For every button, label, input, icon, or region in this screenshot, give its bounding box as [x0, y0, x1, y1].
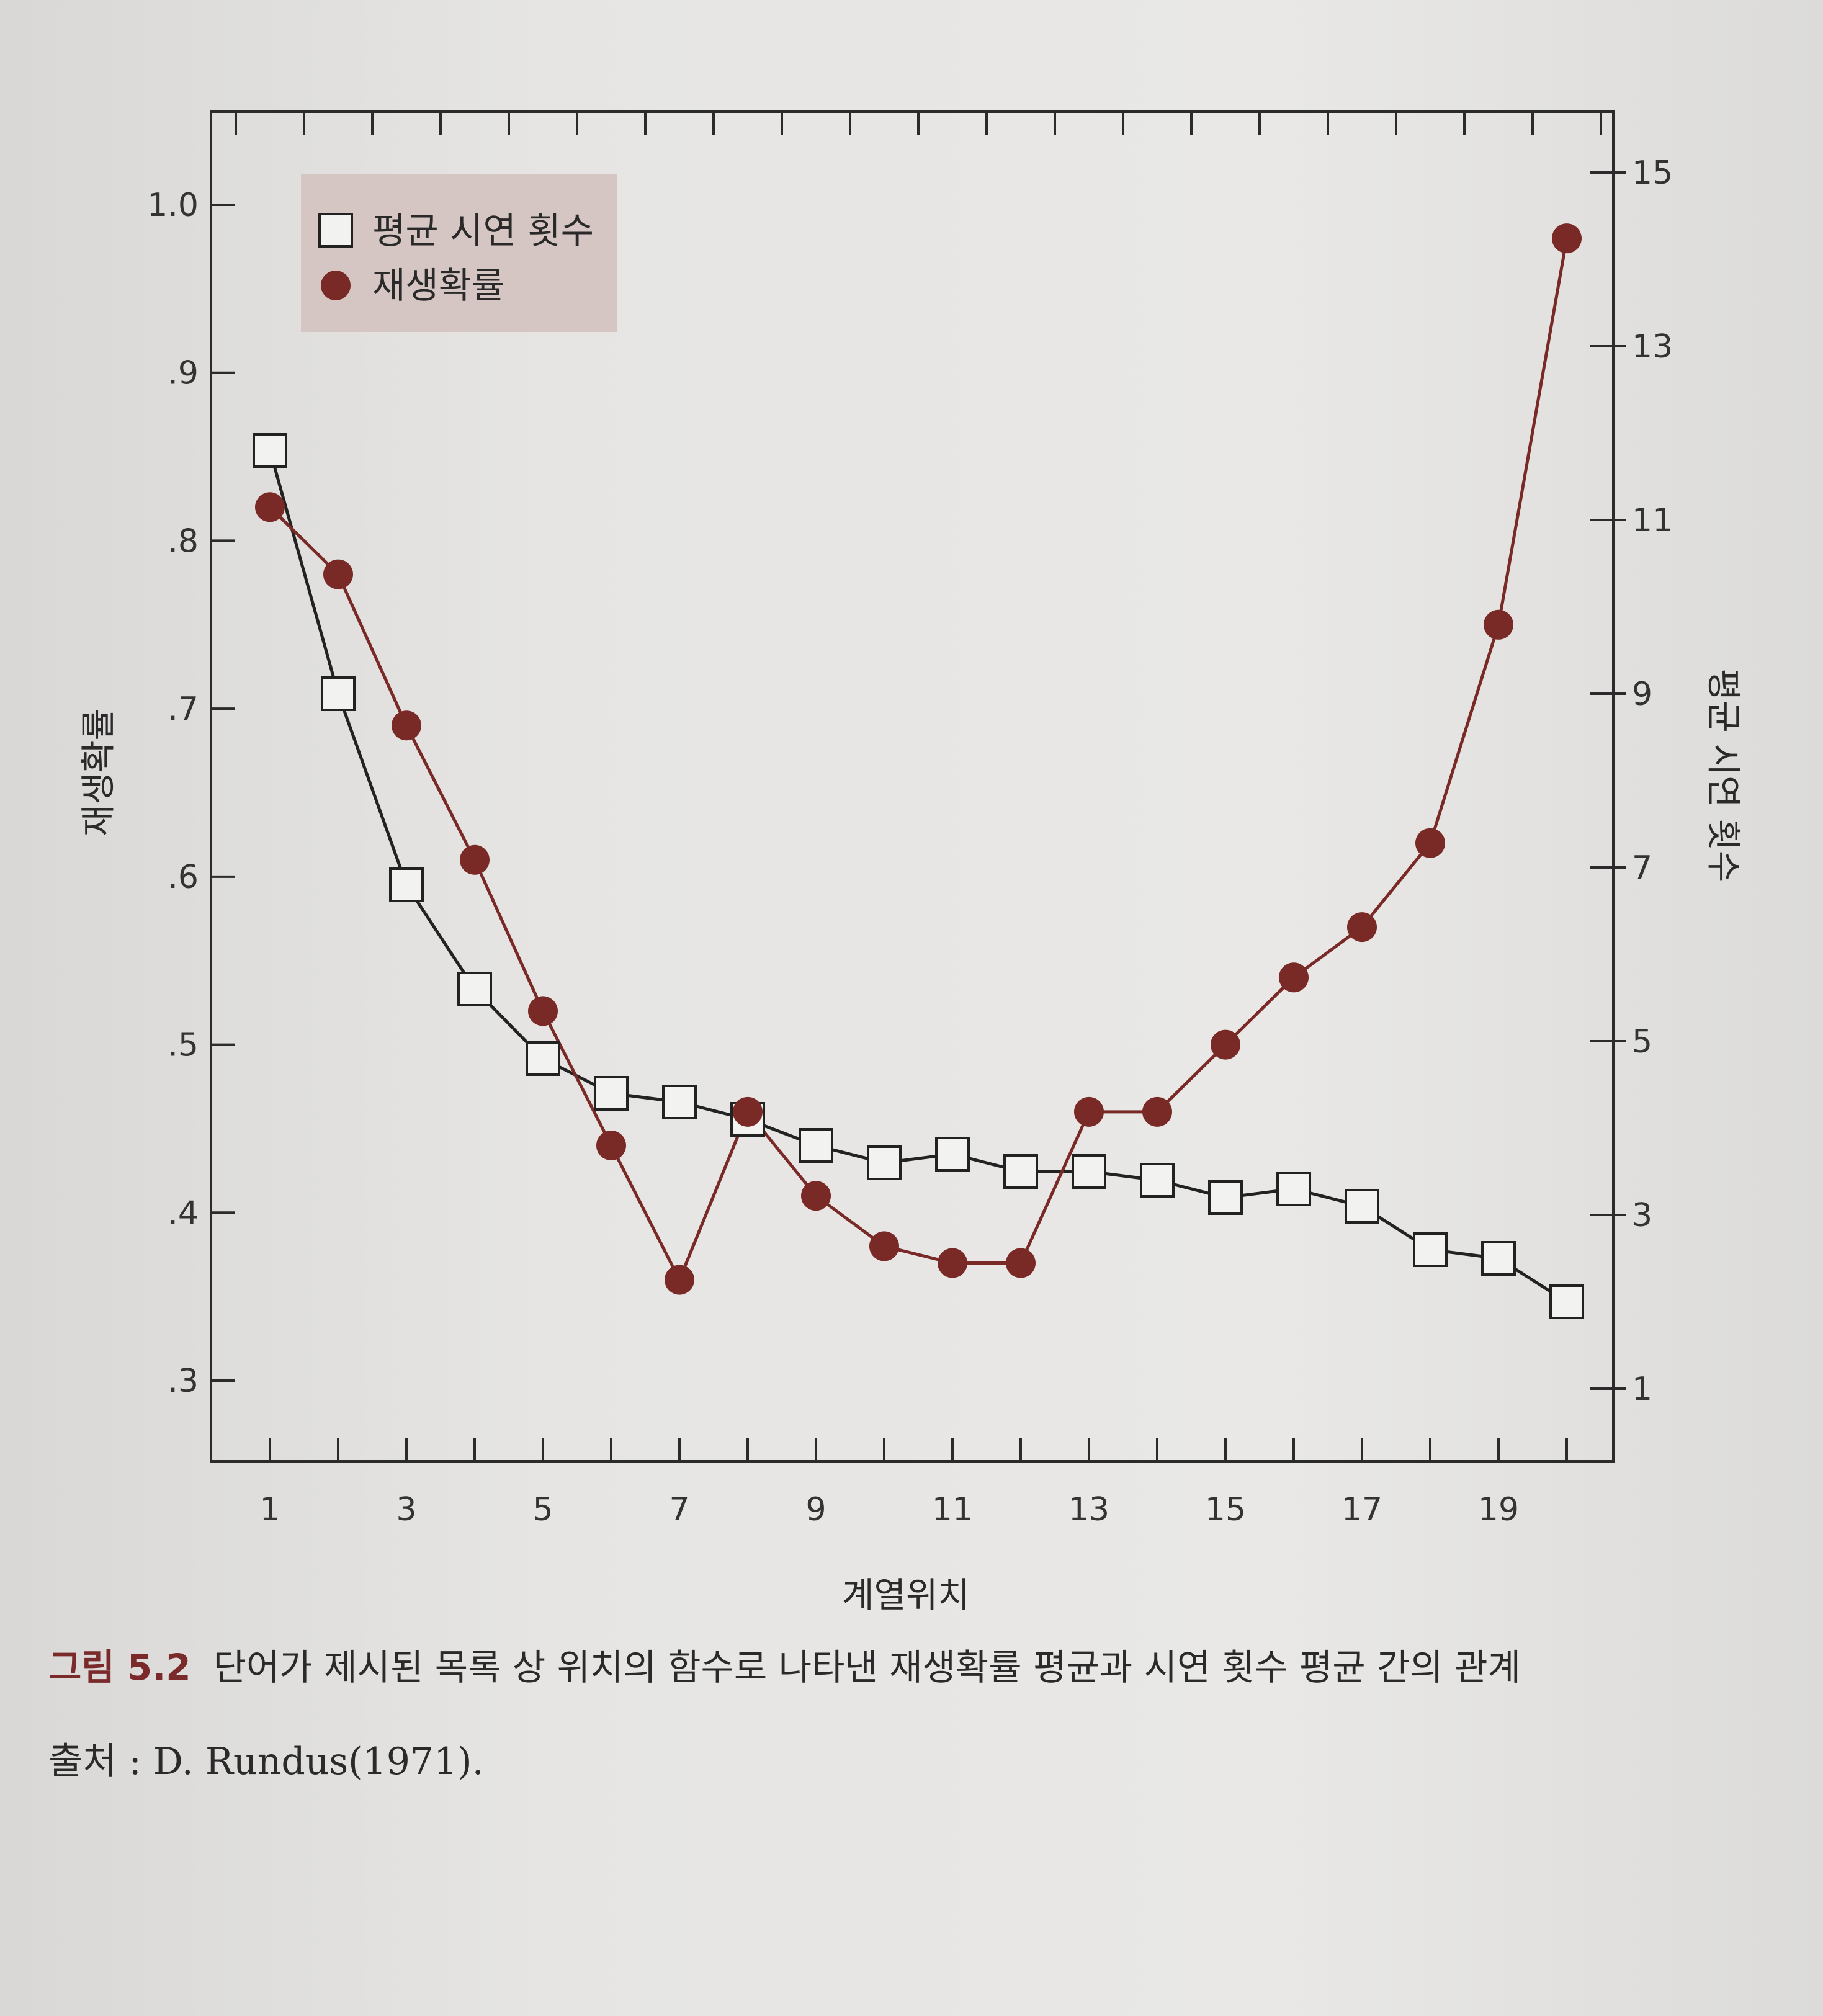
x-tick-label: 17 [1341, 1491, 1382, 1528]
rehearsal-point [389, 867, 424, 902]
rehearsal-line [268, 450, 1568, 1304]
recall-point [460, 844, 490, 875]
y-right-tick-label: 3 [1632, 1197, 1652, 1234]
y-right-tick-label: 11 [1632, 502, 1673, 539]
rehearsal-point [662, 1085, 697, 1119]
figure-caption-text: 단어가 제시된 목록 상 위치의 함수로 나타낸 재생확률 평균과 시연 횟수 … [213, 1646, 1521, 1688]
legend-box [301, 174, 617, 332]
y-left-tick-label: .4 [168, 1194, 199, 1232]
recall-point [255, 492, 285, 522]
x-axis-title: 계열위치 [842, 1575, 970, 1616]
recall-point [1006, 1248, 1036, 1278]
legend-square-marker [318, 213, 353, 248]
y-right-tick-label: 9 [1632, 676, 1652, 713]
series-lines [268, 238, 1569, 1304]
recall-point [1142, 1096, 1172, 1127]
y-left-tick-label: .5 [168, 1027, 199, 1064]
recall-point [392, 710, 421, 741]
figure-caption: 그림 5.2 단어가 제시된 목록 상 위치의 함수로 나타낸 재생확률 평균과 … [48, 1638, 1773, 1690]
y-right-tick-label: 15 [1632, 155, 1673, 192]
x-tick-label: 5 [532, 1491, 553, 1528]
recall-point [1347, 912, 1377, 943]
x-tick-label: 3 [396, 1491, 416, 1528]
recall-line [269, 238, 1569, 1284]
recall-point [1484, 609, 1513, 640]
y-left-axis-title: 재생확률 [79, 709, 119, 836]
recall-point [733, 1096, 763, 1127]
recall-point [938, 1248, 967, 1278]
recall-point [1074, 1096, 1104, 1127]
recall-point [1211, 1029, 1240, 1060]
figure-caption-label: 그림 5.2 [48, 1646, 191, 1688]
x-tick-label: 9 [805, 1491, 826, 1528]
y-left-tick-label: .8 [168, 522, 199, 560]
x-tick-label: 7 [669, 1491, 689, 1528]
x-tick-label: 15 [1205, 1491, 1246, 1528]
figure-source: 출처 : D. Rundus(1971). [48, 1740, 484, 1783]
y-right-tick-label: 5 [1632, 1023, 1652, 1060]
rehearsal-point [253, 433, 287, 468]
rehearsal-point [867, 1145, 902, 1180]
recall-point [665, 1265, 694, 1295]
rehearsal-point [321, 676, 356, 711]
y-left-tick-label: .9 [168, 355, 199, 392]
x-tick-label: 1 [259, 1491, 280, 1528]
rehearsal-point [1276, 1172, 1311, 1206]
rehearsal-point [1413, 1232, 1448, 1267]
recall-point [801, 1181, 831, 1211]
x-tick-label: 11 [932, 1491, 973, 1528]
rehearsal-point [526, 1041, 560, 1076]
x-tick-label: 13 [1068, 1491, 1109, 1528]
rehearsal-point [1140, 1163, 1175, 1198]
rehearsal-point [1072, 1154, 1106, 1189]
y-left-tick-label: .3 [168, 1363, 199, 1400]
rehearsal-point [935, 1137, 970, 1172]
axes: 1 3 5 7 9 11 13 15 17 19.3.4.5.6.7.8.91.013579111… [79, 110, 1743, 1616]
series-markers [253, 223, 1584, 1319]
y-left-tick-label: 1.0 [147, 187, 199, 224]
y-left-tick-label: .7 [168, 691, 199, 728]
legend-label-rehearsal: 평균 시연 횟수 [372, 210, 594, 252]
recall-point [1552, 223, 1582, 254]
y-right-axis-title: 평균 시연 횟수 [1703, 669, 1743, 883]
rehearsal-point [1208, 1180, 1243, 1215]
rehearsal-point [1003, 1154, 1038, 1189]
rehearsal-point [799, 1128, 833, 1163]
recall-point [1279, 962, 1309, 993]
recall-point [869, 1231, 899, 1261]
legend-label-recall: 재생확률 [372, 264, 504, 307]
legend-circle-marker [321, 271, 351, 300]
rehearsal-point [1549, 1284, 1584, 1319]
rehearsal-point [1481, 1241, 1516, 1276]
recall-point [1415, 828, 1445, 858]
y-right-tick-label: 1 [1632, 1371, 1652, 1408]
recall-point [596, 1131, 626, 1160]
y-right-tick-label: 7 [1632, 849, 1652, 887]
rehearsal-point [594, 1076, 629, 1111]
y-left-tick-label: .6 [168, 859, 199, 896]
recall-point [323, 559, 353, 589]
rehearsal-point [1345, 1189, 1379, 1224]
x-tick-label: 19 [1478, 1491, 1519, 1528]
recall-point [528, 996, 558, 1026]
plot-frame [210, 110, 1615, 1463]
rehearsal-point [457, 972, 492, 1006]
y-right-tick-label: 13 [1632, 328, 1673, 365]
